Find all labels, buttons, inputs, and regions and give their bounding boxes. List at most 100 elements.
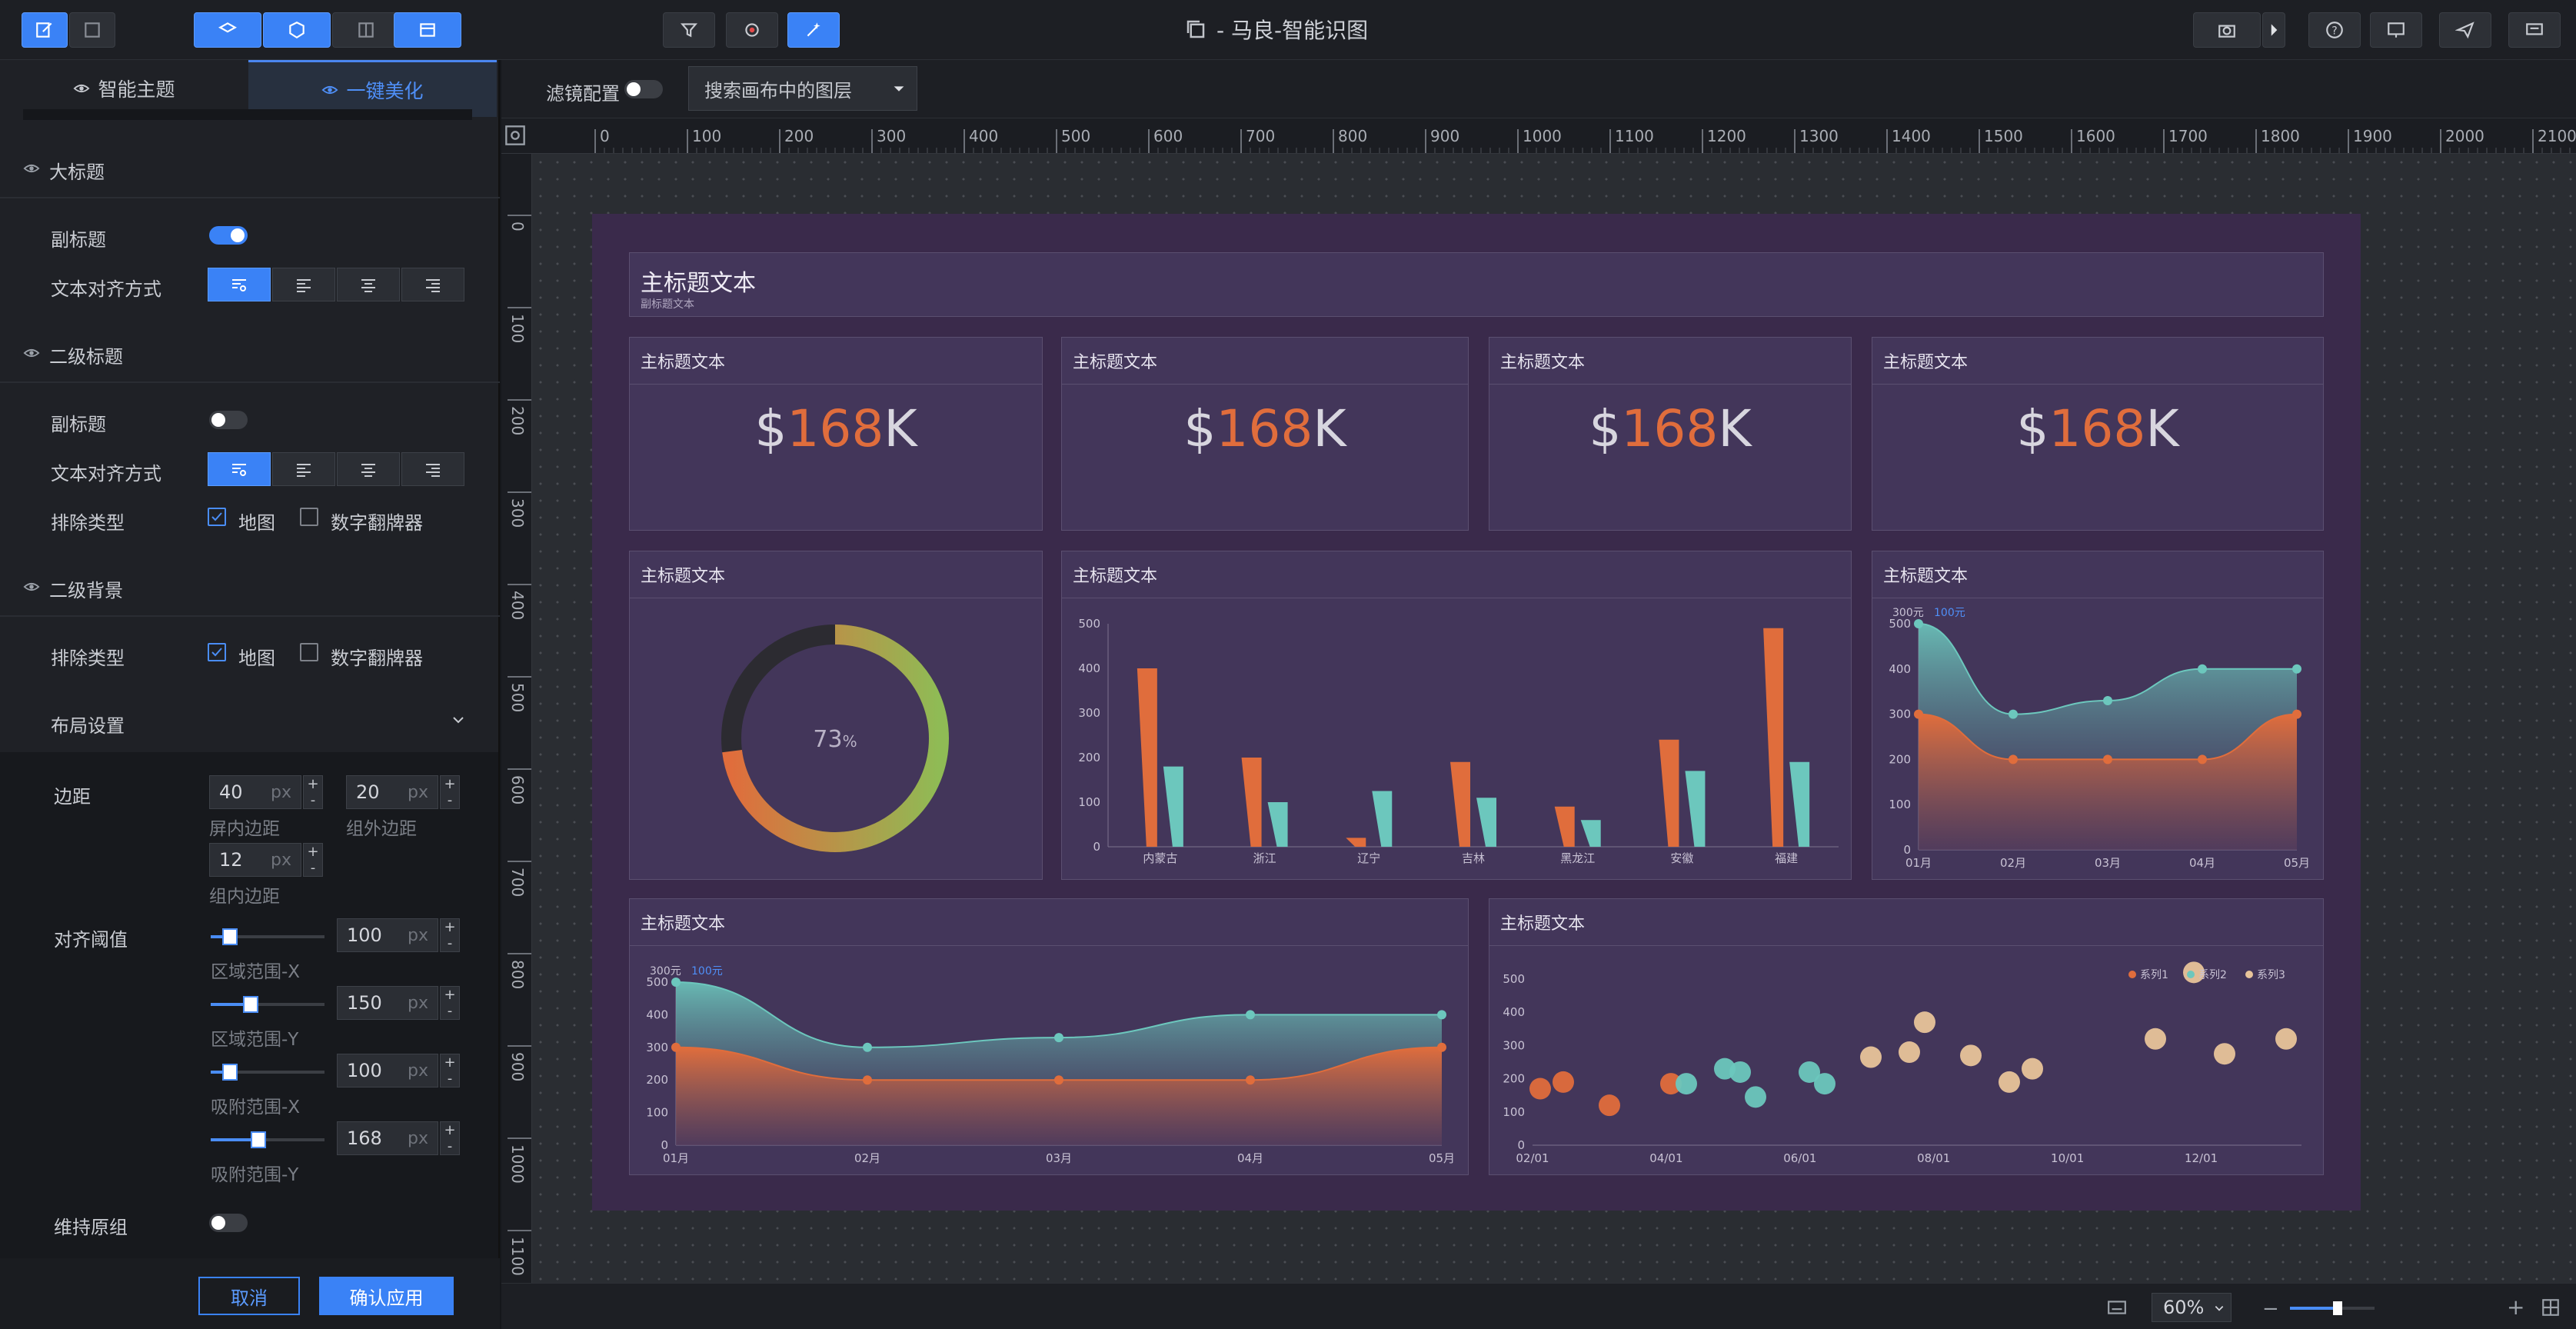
filter-config-toggle[interactable] bbox=[624, 80, 663, 98]
bar-chart-card[interactable]: 主标题文本 0 100 200 300 400 500 内蒙古 浙江 辽宁 吉林 黑龙江 安徽 福建 bbox=[1061, 551, 1852, 880]
bar bbox=[1763, 628, 1784, 847]
layers-button[interactable] bbox=[194, 12, 261, 48]
ruler-tick-label: 100 bbox=[692, 127, 721, 145]
panel-button[interactable] bbox=[332, 12, 400, 48]
area-y-stepper[interactable]: + - bbox=[440, 986, 460, 1020]
align-right-button[interactable] bbox=[401, 452, 464, 486]
preview-mode-button[interactable] bbox=[69, 12, 115, 48]
align-auto-button[interactable] bbox=[208, 268, 271, 301]
align-left-button[interactable] bbox=[272, 452, 335, 486]
message-button[interactable] bbox=[2508, 12, 2561, 48]
tab-beautify[interactable]: 一键美化 bbox=[248, 60, 497, 117]
screenshot-button[interactable] bbox=[2193, 12, 2261, 48]
snap-x-input[interactable]: 100 px bbox=[337, 1054, 438, 1088]
big-title-subtitle-toggle[interactable] bbox=[209, 226, 248, 245]
snap-y-slider[interactable] bbox=[211, 1131, 324, 1148]
align-center-button[interactable] bbox=[337, 268, 400, 301]
edit-mode-button[interactable] bbox=[22, 12, 68, 48]
divider bbox=[0, 615, 500, 617]
area-x-stepper[interactable]: + - bbox=[440, 918, 460, 952]
area-x-slider[interactable] bbox=[211, 928, 324, 945]
stat-card[interactable]: 主标题文本 $168K bbox=[1061, 337, 1469, 531]
area-chart-card[interactable]: 主标题文本 0 100 200 300 400 500 01月 02月 03月 04月 05月 300… bbox=[1872, 551, 2324, 880]
zoom-select[interactable]: 60% bbox=[2152, 1293, 2232, 1322]
donut-card[interactable]: 主标题文本 73% bbox=[629, 551, 1043, 880]
help-button[interactable]: ? bbox=[2308, 12, 2361, 48]
align-left-icon bbox=[297, 279, 311, 292]
keep-group-toggle[interactable] bbox=[209, 1214, 248, 1232]
group-outer-stepper[interactable]: + - bbox=[440, 775, 460, 809]
screen-margin-input[interactable]: 40 px bbox=[209, 775, 301, 809]
cancel-button[interactable]: 取消 bbox=[198, 1277, 300, 1315]
main-title-card[interactable]: 主标题文本 副标题文本 bbox=[629, 252, 2324, 317]
group-inner-input[interactable]: 12 px bbox=[209, 843, 301, 877]
area-chart: 0 100 200 300 400 500 01月 02月 03月 04月 05月 300元 100元 bbox=[646, 965, 1455, 1165]
unit-label: px bbox=[408, 1128, 428, 1148]
zoom-out-button[interactable]: − bbox=[2262, 1297, 2279, 1321]
bar bbox=[1346, 838, 1366, 847]
slider-handle[interactable] bbox=[242, 996, 258, 1013]
dashboard[interactable]: 主标题文本 副标题文本 主标题文本 $168K 主标题文本 $168K 主标题文本 $… bbox=[592, 214, 2361, 1211]
chevron-down-icon[interactable] bbox=[449, 711, 468, 729]
ruler-toggle-icon[interactable] bbox=[504, 125, 526, 146]
snap-x-stepper[interactable]: + - bbox=[440, 1054, 460, 1088]
data-button[interactable] bbox=[394, 12, 461, 48]
exclude-flip-checkbox[interactable] bbox=[300, 508, 318, 526]
publish-button[interactable] bbox=[2439, 12, 2491, 48]
zoom-slider[interactable] bbox=[2290, 1301, 2375, 1315]
stat-card[interactable]: 主标题文本 $168K bbox=[1489, 337, 1852, 531]
donut-arc bbox=[721, 625, 949, 852]
eye-icon[interactable] bbox=[23, 345, 40, 361]
area-x-input[interactable]: 100 px bbox=[337, 918, 438, 952]
y-tick-label: 200 bbox=[1078, 751, 1100, 764]
snap-y-stepper[interactable]: + - bbox=[440, 1121, 460, 1155]
eye-icon[interactable] bbox=[23, 578, 40, 595]
zoom-slider-handle[interactable] bbox=[2333, 1301, 2342, 1315]
slider-handle[interactable] bbox=[251, 1131, 267, 1148]
layer-search-dropdown[interactable]: 搜索画布中的图层 bbox=[688, 66, 917, 111]
edit-icon bbox=[36, 22, 52, 38]
group-outer-input[interactable]: 20 px bbox=[346, 775, 438, 809]
slider-handle[interactable] bbox=[222, 928, 238, 945]
align-right-button[interactable] bbox=[401, 268, 464, 301]
area-chart-card[interactable]: 主标题文本 0 100 200 300 400 500 01月 02月 03月 04月 05月 300… bbox=[629, 898, 1469, 1175]
eye-icon[interactable] bbox=[23, 160, 40, 177]
data-point bbox=[2103, 754, 2112, 764]
area-y-input[interactable]: 150 px bbox=[337, 986, 438, 1020]
ruler-tick-label: 0 bbox=[508, 222, 527, 231]
bg-exclude-map-checkbox[interactable] bbox=[208, 643, 226, 661]
filter-button[interactable] bbox=[663, 12, 715, 48]
component-button[interactable] bbox=[263, 12, 331, 48]
layout-header[interactable]: 布局设置 bbox=[51, 715, 125, 737]
stat-card[interactable]: 主标题文本 $168K bbox=[629, 337, 1043, 531]
bg-exclude-flip-checkbox[interactable] bbox=[300, 643, 318, 661]
chevron-down-icon bbox=[894, 86, 904, 92]
stat-value: $168K bbox=[754, 399, 917, 458]
group-inner-stepper[interactable]: + - bbox=[303, 843, 323, 877]
align-left-button[interactable] bbox=[272, 268, 335, 301]
monitor-button[interactable] bbox=[2370, 12, 2422, 48]
expand-button[interactable] bbox=[2262, 12, 2285, 48]
snap-x-slider[interactable] bbox=[211, 1064, 324, 1081]
align-center-button[interactable] bbox=[337, 452, 400, 486]
align-auto-button[interactable] bbox=[208, 452, 271, 486]
screen-margin-stepper[interactable]: + - bbox=[303, 775, 323, 809]
exclude-map-checkbox[interactable] bbox=[208, 508, 226, 526]
tab-smart-theme[interactable]: 智能主题 bbox=[0, 60, 248, 117]
fit-screen-icon[interactable] bbox=[2541, 1297, 2561, 1317]
slider-handle[interactable] bbox=[222, 1064, 238, 1081]
snap-y-input[interactable]: 168 px bbox=[337, 1121, 438, 1155]
y-tick-label: 300 bbox=[646, 1041, 668, 1054]
scatter-chart-card[interactable]: 主标题文本 0 100 200 300 400 500 02/01 04/01 06/01 08/… bbox=[1489, 898, 2324, 1175]
area-y-slider[interactable] bbox=[211, 996, 324, 1013]
beautify-button[interactable] bbox=[787, 12, 840, 48]
ruler-tick-label: 1100 bbox=[1615, 127, 1654, 145]
keyboard-icon[interactable] bbox=[2105, 1297, 2128, 1317]
ruler-tick-label: 600 bbox=[1153, 127, 1183, 145]
apply-button[interactable]: 确认应用 bbox=[319, 1277, 454, 1315]
snap-y-value: 168 bbox=[347, 1127, 382, 1149]
stat-card[interactable]: 主标题文本 $168K bbox=[1872, 337, 2324, 531]
zoom-in-button[interactable]: + bbox=[2507, 1294, 2525, 1320]
second-title-subtitle-toggle[interactable] bbox=[209, 411, 248, 429]
refresh-button[interactable] bbox=[726, 12, 778, 48]
